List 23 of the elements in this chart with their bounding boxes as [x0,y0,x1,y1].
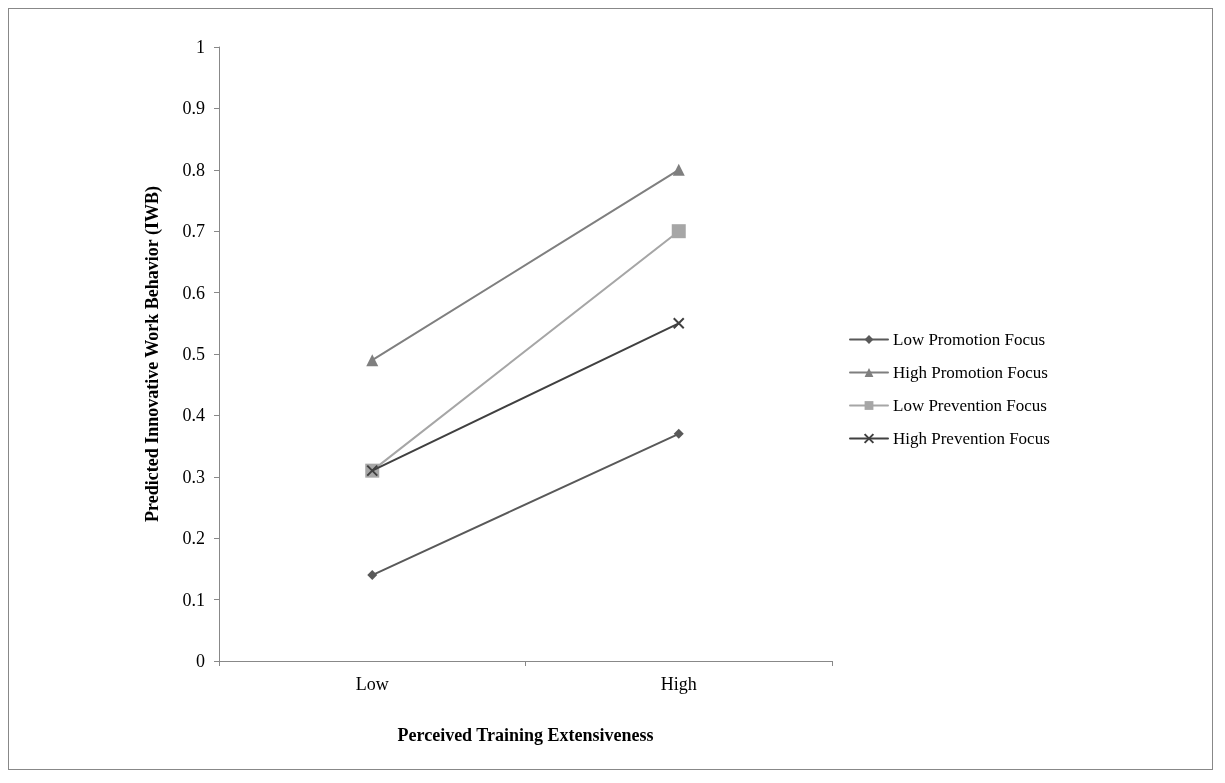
legend-label: Low Prevention Focus [893,396,1047,415]
y-tick-label: 0.6 [182,282,205,303]
y-tick-label: 0.7 [182,221,205,242]
legend-label: High Promotion Focus [893,363,1048,382]
y-tick-label: 0.3 [182,466,205,487]
y-axis-title: Predicted Innovative Work Behavior (IWB) [142,185,163,523]
y-tick-label: 0.4 [182,405,205,426]
y-tick-label: 0.9 [182,98,205,119]
y-tick-label: 0.8 [182,159,205,180]
point [673,428,684,439]
x-axis-title: Perceived Training Extensiveness [397,725,654,745]
legend-label: Low Promotion Focus [893,330,1046,349]
point [671,224,686,239]
legend-label: High Prevention Focus [893,429,1050,448]
y-tick-label: 0.2 [182,528,205,549]
point [367,570,378,581]
y-tick-label: 0.5 [182,344,205,364]
y-tick-label: 0 [196,651,205,671]
y-tick-label: 1 [196,37,205,57]
x-tick-label: High [660,674,697,694]
point [672,317,685,330]
x-tick-label: Low [355,674,389,694]
y-tick-label: 0.1 [182,589,205,610]
